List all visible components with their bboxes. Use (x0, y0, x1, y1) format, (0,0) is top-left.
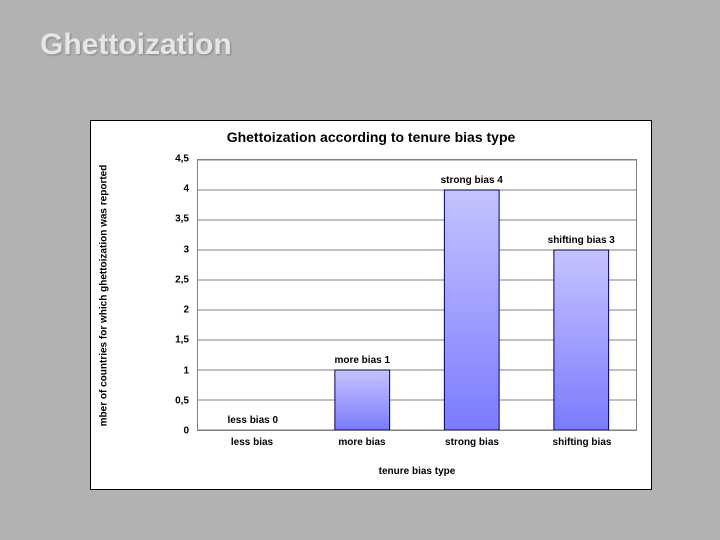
x-tick-labels: less bias more bias strong bias shifting bi… (197, 437, 637, 453)
chart-svg (198, 160, 636, 430)
y-tick-label: 0 (183, 426, 189, 437)
bar (444, 190, 499, 430)
y-tick-label: 4,5 (175, 154, 189, 165)
bar (335, 370, 390, 430)
x-tick-label: less bias (231, 437, 273, 448)
chart-title: Ghettoization according to tenure bias t… (91, 121, 651, 155)
plot-area: less bias 0 more bias 1 strong bias 4 shift… (197, 159, 637, 431)
y-tick-labels: 00,511,522,533,544,5 (161, 159, 193, 431)
data-label: shifting bias 3 (548, 235, 615, 246)
y-tick-label: 1,5 (175, 335, 189, 346)
x-axis-label: tenure bias type (197, 466, 637, 477)
bar (554, 250, 609, 430)
y-axis-label: mber of countries for which ghettoizatio… (95, 159, 113, 431)
y-axis-label-text: mber of countries for which ghettoizatio… (99, 164, 110, 426)
x-tick-label: shifting bias (553, 437, 612, 448)
data-label: less bias 0 (227, 415, 278, 426)
y-tick-label: 1 (183, 365, 189, 376)
slide-title: Ghettoization (40, 28, 232, 62)
y-tick-label: 3,5 (175, 214, 189, 225)
data-label: strong bias 4 (441, 175, 503, 186)
x-tick-label: strong bias (445, 437, 499, 448)
y-tick-label: 3 (183, 244, 189, 255)
y-tick-label: 2 (183, 305, 189, 316)
y-tick-label: 0,5 (175, 395, 189, 406)
data-label: more bias 1 (334, 355, 390, 366)
y-tick-label: 4 (183, 184, 189, 195)
chart-frame: Ghettoization according to tenure bias t… (90, 120, 652, 490)
x-tick-label: more bias (338, 437, 385, 448)
y-tick-label: 2,5 (175, 274, 189, 285)
